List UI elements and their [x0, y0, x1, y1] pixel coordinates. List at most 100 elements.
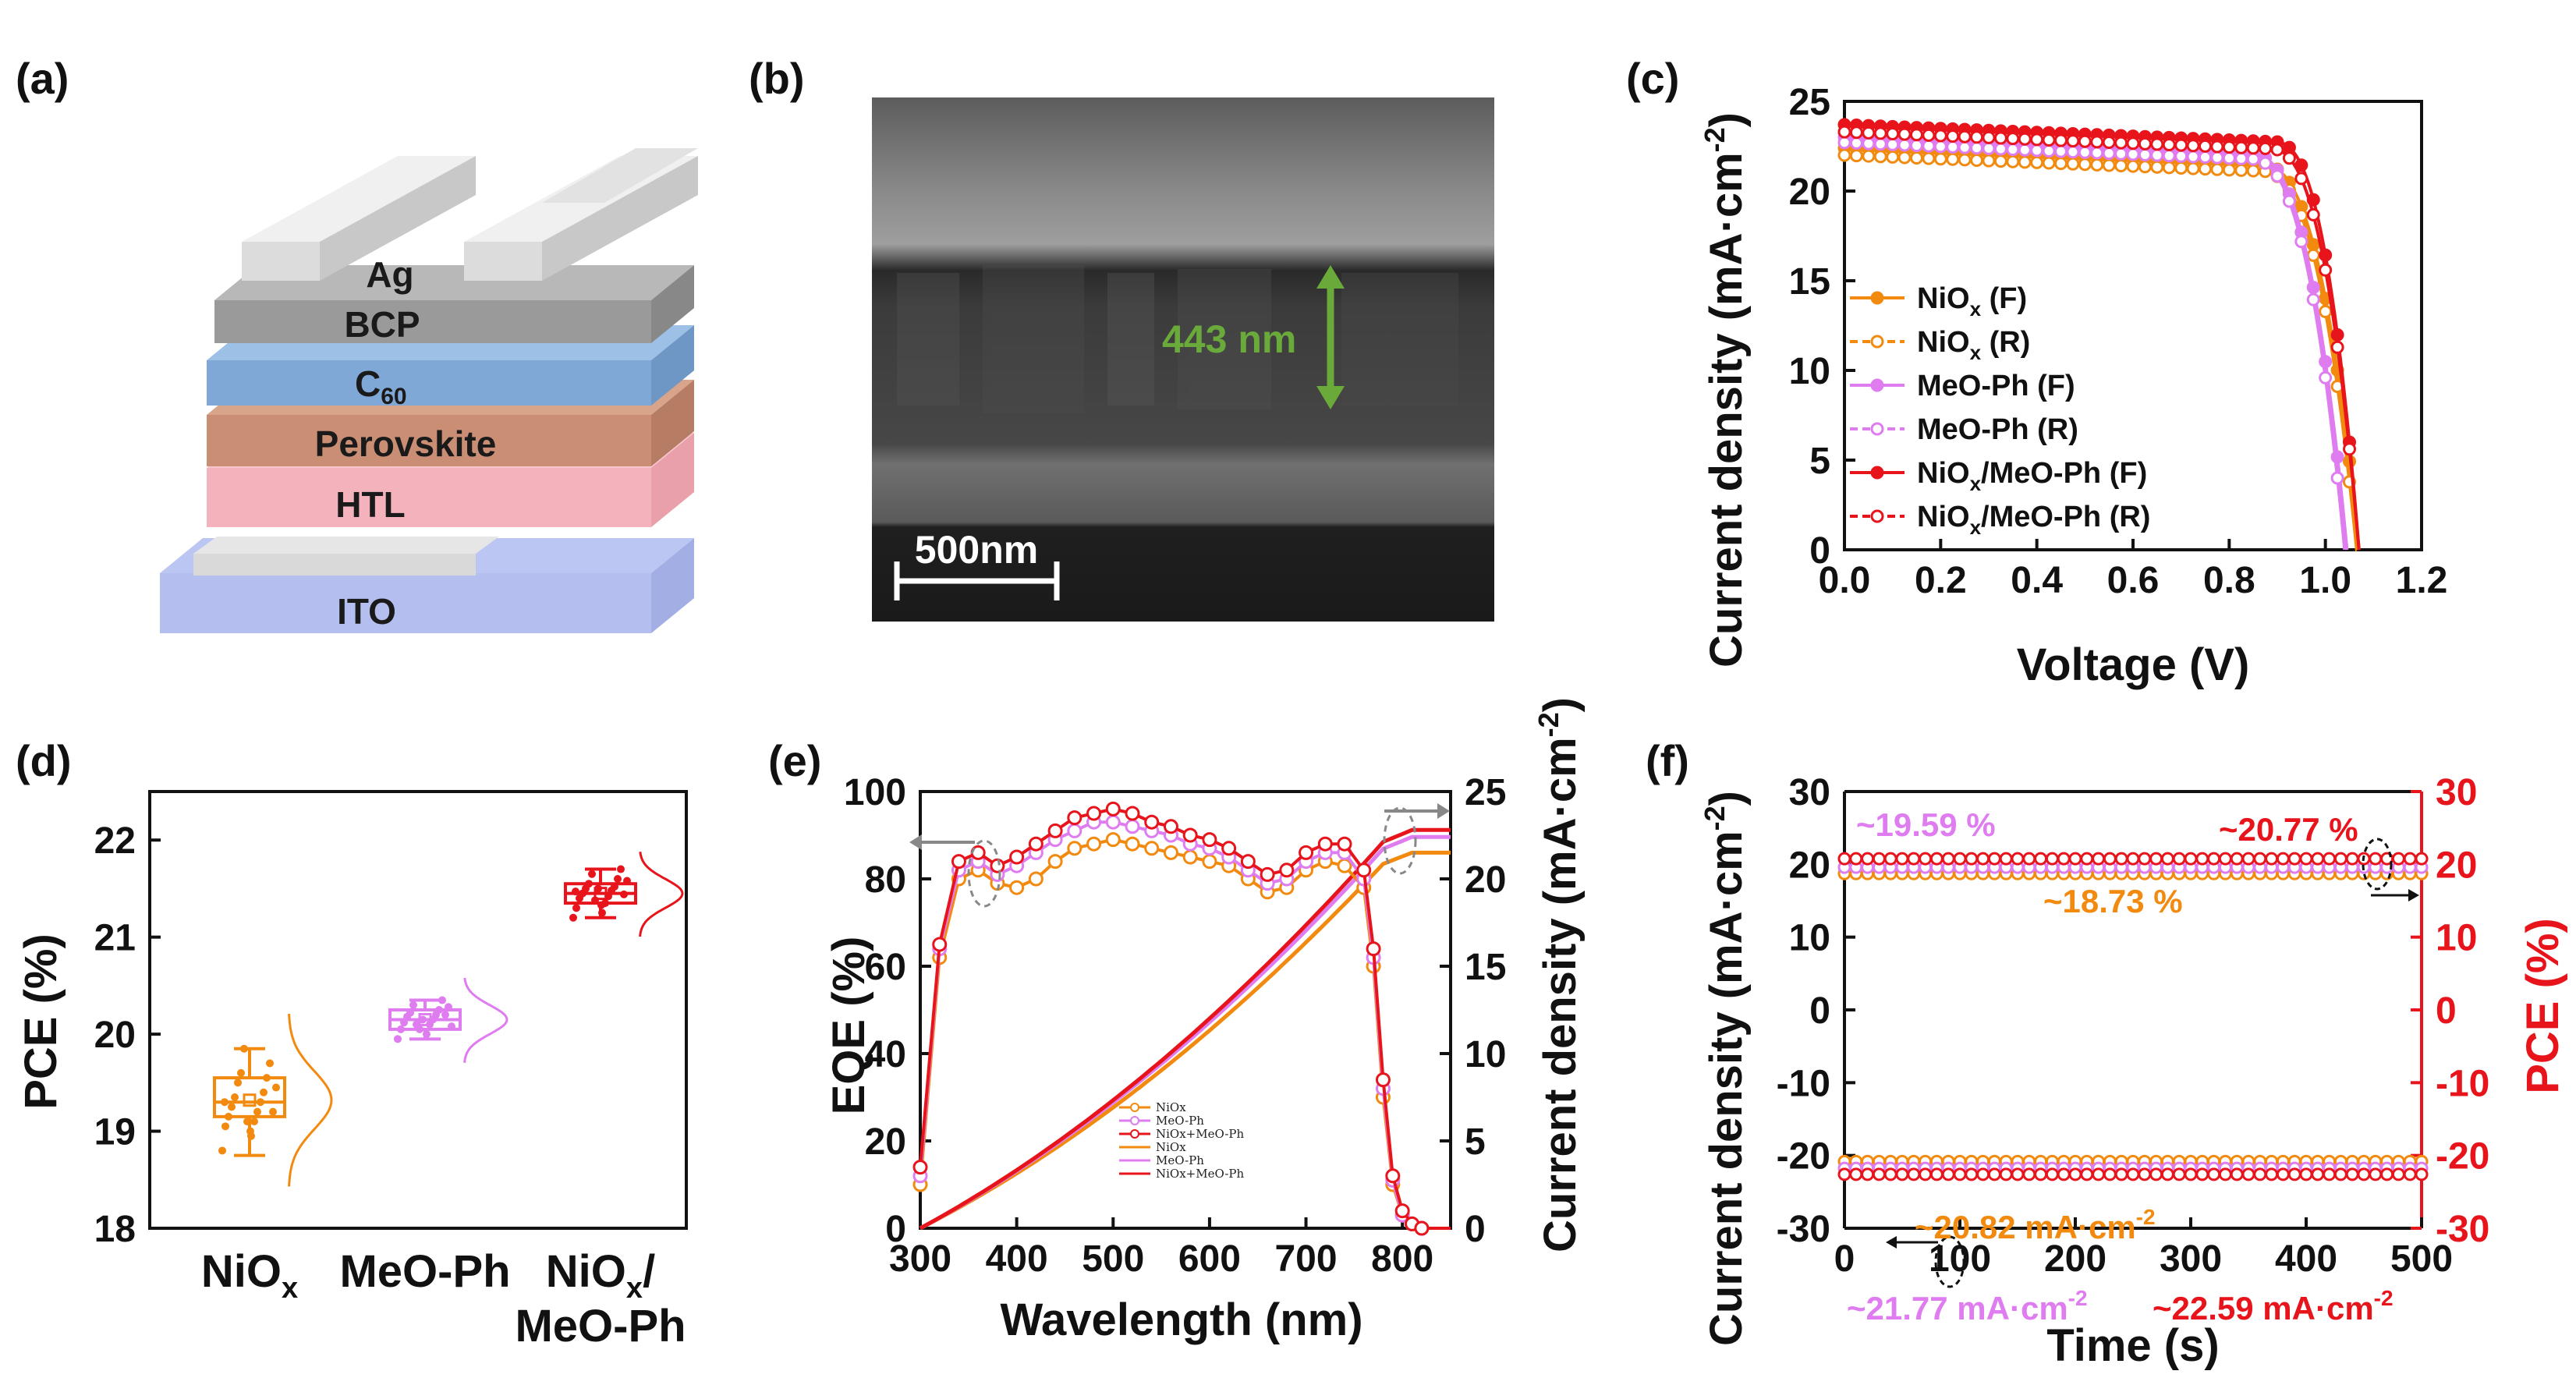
steady-state-plot-area: 0 100 200 300 400 500-30-20-100102030-30-20-1… — [1777, 772, 2489, 1288]
steady-marker — [1976, 1167, 1990, 1181]
steady-marker — [2068, 1167, 2082, 1181]
jv-marker — [2030, 133, 2044, 147]
jv-marker — [2138, 160, 2152, 174]
jv-marker — [2162, 138, 2176, 152]
eqe-legend: NiOxMeO-PhNiOx+MeO-PhNiOxMeO-PhNiOx+MeO-… — [1119, 1100, 1244, 1181]
steady-y2-axis-label: PCE (%) — [2518, 918, 2568, 1094]
panel-c: (c) 0.0 0.2 0.4 0.6 0.8 1.0 1.2 0 5 10 15 20 25 NiOx… — [1626, 54, 2447, 690]
jv-marker — [2018, 143, 2032, 157]
pce-data-point — [588, 870, 596, 878]
annotation-current-meo-ph: ~21.77 mA·cm-2 — [1847, 1286, 2088, 1327]
pce-data-point — [263, 1074, 271, 1082]
layer-label-ito: ITO — [337, 591, 396, 632]
eqe-marker — [1366, 941, 1381, 957]
jv-legend-label: NiOx (F) — [1917, 282, 2027, 321]
eqe-x-tick-label: 500 — [1082, 1238, 1144, 1280]
eqe-y-tick-label: 100 — [844, 772, 906, 813]
steady-marker — [2265, 852, 2279, 866]
eqe-marker — [1414, 1220, 1430, 1236]
steady-marker — [2080, 1167, 2094, 1181]
pce-data-point — [423, 1030, 431, 1039]
layer-label-htl: HTL — [335, 484, 405, 525]
htl-layer-side — [651, 433, 694, 527]
eqe-marker — [1182, 827, 1198, 843]
eqe-y2-tick-label: 10 — [1465, 1034, 1506, 1075]
pce-data-point — [234, 1079, 242, 1087]
steady-marker — [1929, 1167, 1944, 1181]
pce-data-point — [260, 1088, 268, 1096]
steady-marker — [2253, 852, 2267, 866]
eqe-marker — [1385, 1168, 1401, 1184]
jv-marker — [1886, 137, 1900, 151]
eqe-y2-axis-label: Current density (mA·cm-2) — [1532, 697, 1586, 1252]
jv-marker — [2090, 146, 2104, 160]
steady-marker — [1837, 1167, 1851, 1181]
jv-marker — [2138, 136, 2152, 151]
eqe-x-tick-label: 300 — [889, 1238, 951, 1280]
jv-marker — [1849, 136, 1863, 151]
jv-marker — [2150, 148, 2164, 162]
annotation-current-niox: ~20.82 mA·cm-2 — [1915, 1205, 2156, 1245]
jv-marker — [1837, 136, 1851, 150]
eqe-x-tick-label: 400 — [986, 1238, 1048, 1280]
jv-x-tick-label: 0.6 — [2107, 560, 2160, 601]
steady-marker — [2207, 852, 2221, 866]
steady-marker — [1837, 852, 1851, 866]
jv-y-tick-label: 20 — [1789, 172, 1830, 213]
jv-marker — [2066, 157, 2080, 171]
steady-marker — [2057, 1167, 2071, 1181]
pce-data-point — [617, 865, 625, 873]
jv-marker — [1873, 126, 1887, 140]
steady-marker — [2114, 1167, 2128, 1181]
jv-marker — [2330, 340, 2344, 354]
steady-marker — [1987, 852, 2001, 866]
pce-data-point — [441, 1011, 449, 1019]
jv-legend-label: MeO-Ph (R) — [1917, 413, 2078, 446]
steady-marker — [2403, 1167, 2417, 1181]
eqe-marker — [1086, 836, 1102, 852]
jv-y-tick-label: 5 — [1809, 441, 1830, 482]
steady-marker — [1861, 1167, 1875, 1181]
jv-marker — [2294, 172, 2308, 186]
steady-marker — [2276, 1167, 2290, 1181]
jv-marker — [2174, 149, 2188, 163]
steady-marker — [2369, 852, 2383, 866]
steady-y2-tick-label: 20 — [2436, 845, 2477, 886]
jv-marker — [1922, 151, 1936, 165]
jv-marker — [2102, 158, 2116, 172]
eqe-legend-label: NiOx+MeO-Ph — [1156, 1127, 1244, 1141]
jv-marker — [2199, 139, 2212, 153]
jv-marker — [2234, 140, 2248, 154]
jv-marker — [2174, 138, 2188, 152]
steady-y2-tick-label: -10 — [2436, 1063, 2489, 1104]
eqe-marker — [1202, 854, 1217, 870]
panel-f-label: (f) — [1646, 736, 1689, 785]
eqe-marker — [1125, 819, 1140, 834]
jv-x-axis-label: Voltage (V) — [2017, 639, 2250, 690]
jv-marker — [1993, 142, 2007, 156]
steady-marker — [2092, 852, 2106, 866]
steady-marker — [2011, 1167, 2025, 1181]
jv-legend-marker — [1870, 335, 1884, 349]
steady-marker — [2345, 1167, 2359, 1181]
ag-finger-2-side — [542, 156, 698, 281]
steady-marker — [2126, 1167, 2140, 1181]
steady-x-tick-label: 200 — [2044, 1238, 2107, 1280]
c60-layer-front — [207, 360, 651, 406]
steady-marker — [2011, 852, 2025, 866]
eqe-marker — [912, 1160, 928, 1175]
steady-marker — [2299, 1167, 2313, 1181]
ag-finger-3-top — [542, 148, 698, 203]
eqe-marker — [932, 937, 948, 952]
jv-marker — [1933, 152, 1947, 166]
jv-x-tick-label: 0.8 — [2203, 560, 2255, 601]
pce-distribution — [288, 1014, 333, 1187]
steady-marker — [2092, 1167, 2106, 1181]
left-axis-arrowhead — [909, 834, 922, 850]
jv-marker — [1958, 140, 1972, 154]
steady-x-tick-label: 500 — [2390, 1238, 2453, 1280]
jv-marker — [2222, 140, 2236, 154]
pce-data-point — [272, 1083, 280, 1092]
steady-marker — [1976, 852, 1990, 866]
steady-marker — [2057, 852, 2071, 866]
